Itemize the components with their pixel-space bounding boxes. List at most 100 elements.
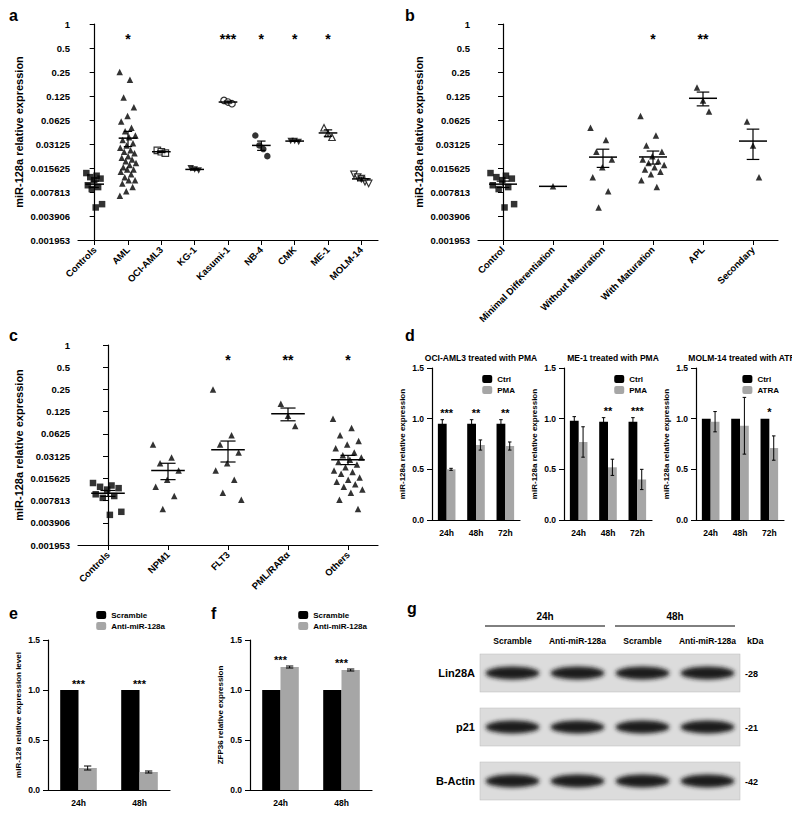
svg-text:0.5: 0.5 bbox=[412, 464, 424, 474]
svg-text:ME-1 treated with PMA: ME-1 treated with PMA bbox=[567, 353, 659, 363]
svg-text:***: *** bbox=[72, 678, 86, 690]
svg-text:0.007813: 0.007813 bbox=[430, 187, 470, 198]
svg-text:1.0: 1.0 bbox=[230, 685, 242, 695]
svg-text:Scramble: Scramble bbox=[111, 611, 148, 620]
svg-text:1.5: 1.5 bbox=[230, 635, 242, 645]
svg-text:1: 1 bbox=[65, 19, 71, 30]
svg-text:NPM1: NPM1 bbox=[145, 549, 172, 576]
svg-text:0.001953: 0.001953 bbox=[430, 235, 470, 246]
svg-text:OCI-AML3 treated with PMA: OCI-AML3 treated with PMA bbox=[425, 353, 537, 363]
svg-text:1: 1 bbox=[65, 340, 71, 351]
svg-text:*: * bbox=[345, 352, 351, 368]
svg-text:0.03125: 0.03125 bbox=[36, 451, 71, 462]
svg-text:0.015625: 0.015625 bbox=[30, 163, 70, 174]
svg-text:0.5: 0.5 bbox=[57, 43, 71, 54]
svg-text:1: 1 bbox=[465, 19, 471, 30]
svg-text:0.0: 0.0 bbox=[676, 515, 688, 525]
svg-text:b: b bbox=[405, 7, 415, 24]
svg-text:0.007813: 0.007813 bbox=[30, 495, 70, 506]
svg-text:24h: 24h bbox=[536, 611, 553, 622]
svg-text:d: d bbox=[405, 327, 415, 344]
svg-text:**: ** bbox=[501, 407, 510, 419]
svg-text:MOLM-14: MOLM-14 bbox=[327, 244, 365, 282]
svg-text:-42: -42 bbox=[745, 777, 758, 787]
svg-text:0.03125: 0.03125 bbox=[36, 139, 71, 150]
svg-text:1.5: 1.5 bbox=[28, 635, 40, 645]
svg-text:0.0: 0.0 bbox=[230, 785, 242, 795]
svg-text:**: ** bbox=[472, 407, 481, 419]
svg-text:0.015625: 0.015625 bbox=[430, 163, 470, 174]
svg-text:miR-128a relative expression: miR-128a relative expression bbox=[13, 369, 25, 521]
svg-text:c: c bbox=[9, 327, 18, 344]
svg-text:-21: -21 bbox=[745, 723, 758, 733]
svg-text:24h: 24h bbox=[273, 798, 288, 808]
svg-text:0.5: 0.5 bbox=[457, 43, 471, 54]
svg-text:24h: 24h bbox=[71, 798, 86, 808]
svg-text:0.125: 0.125 bbox=[46, 406, 70, 417]
svg-text:***: *** bbox=[220, 31, 237, 47]
svg-text:1.0: 1.0 bbox=[676, 414, 688, 424]
svg-text:1.5: 1.5 bbox=[412, 363, 424, 373]
svg-text:0.25: 0.25 bbox=[52, 67, 71, 78]
svg-text:OCI-AML3: OCI-AML3 bbox=[125, 244, 165, 284]
svg-text:0.03125: 0.03125 bbox=[436, 139, 471, 150]
svg-text:NB-4: NB-4 bbox=[242, 244, 266, 268]
svg-text:Anti-miR-128a: Anti-miR-128a bbox=[313, 622, 367, 631]
svg-text:0.015625: 0.015625 bbox=[30, 473, 70, 484]
svg-text:miR-128a relative expression: miR-128a relative expression bbox=[530, 389, 539, 499]
svg-text:Anti-miR-128a: Anti-miR-128a bbox=[679, 636, 736, 646]
svg-text:24h: 24h bbox=[439, 528, 454, 538]
svg-text:72h: 72h bbox=[630, 528, 645, 538]
svg-text:0.001953: 0.001953 bbox=[30, 235, 70, 246]
svg-text:0.0625: 0.0625 bbox=[41, 115, 71, 126]
svg-text:PML/RARα: PML/RARα bbox=[249, 549, 292, 592]
svg-text:f: f bbox=[211, 605, 217, 622]
svg-text:FLT3: FLT3 bbox=[209, 549, 232, 572]
svg-text:48h: 48h bbox=[733, 528, 748, 538]
svg-text:Ctrl: Ctrl bbox=[757, 375, 771, 384]
svg-text:1.0: 1.0 bbox=[544, 414, 556, 424]
svg-text:-28: -28 bbox=[745, 669, 758, 679]
svg-text:miR-128a relative expression: miR-128a relative expression bbox=[398, 389, 407, 499]
svg-text:*: * bbox=[325, 31, 331, 47]
svg-text:kDa: kDa bbox=[747, 636, 765, 646]
svg-text:p21: p21 bbox=[456, 721, 475, 733]
svg-text:Controls: Controls bbox=[63, 244, 98, 279]
svg-text:Kasumi-1: Kasumi-1 bbox=[194, 244, 232, 282]
svg-text:***: *** bbox=[335, 657, 349, 669]
svg-text:e: e bbox=[9, 605, 18, 622]
svg-text:Ctrl: Ctrl bbox=[497, 375, 511, 384]
svg-text:**: ** bbox=[283, 352, 294, 368]
svg-text:Controls: Controls bbox=[77, 549, 112, 584]
svg-text:Without Maturation: Without Maturation bbox=[538, 244, 607, 313]
svg-text:AML: AML bbox=[110, 244, 132, 266]
svg-text:*: * bbox=[225, 352, 231, 368]
svg-text:0.0: 0.0 bbox=[28, 785, 40, 795]
svg-text:With Maturation: With Maturation bbox=[598, 244, 657, 303]
svg-text:***: *** bbox=[440, 407, 454, 419]
svg-text:***: *** bbox=[274, 654, 288, 666]
svg-text:Anti-miR-128a: Anti-miR-128a bbox=[111, 622, 165, 631]
svg-text:1.0: 1.0 bbox=[412, 414, 424, 424]
svg-text:a: a bbox=[9, 7, 18, 24]
svg-text:**: ** bbox=[604, 405, 613, 417]
svg-text:Scramble: Scramble bbox=[493, 636, 532, 646]
svg-text:1.5: 1.5 bbox=[544, 363, 556, 373]
svg-text:0.5: 0.5 bbox=[57, 362, 71, 373]
svg-text:0.003906: 0.003906 bbox=[430, 211, 470, 222]
svg-text:ZFP36 relative expression: ZFP36 relative expression bbox=[216, 666, 225, 765]
svg-text:Ctrl: Ctrl bbox=[629, 375, 643, 384]
svg-text:0.0625: 0.0625 bbox=[441, 115, 471, 126]
svg-text:Lin28A: Lin28A bbox=[438, 667, 475, 679]
svg-text:miR-128 relative expression le: miR-128 relative expression level bbox=[14, 652, 23, 778]
svg-text:ME-1: ME-1 bbox=[308, 244, 332, 268]
svg-text:CMK: CMK bbox=[275, 244, 298, 267]
svg-text:PMA: PMA bbox=[629, 386, 647, 395]
svg-text:APL: APL bbox=[686, 244, 707, 265]
svg-text:0.0: 0.0 bbox=[412, 515, 424, 525]
svg-text:miR-128a relative expression: miR-128a relative expression bbox=[413, 56, 425, 208]
svg-text:48h: 48h bbox=[132, 798, 147, 808]
svg-text:72h: 72h bbox=[762, 528, 777, 538]
svg-text:MOLM-14 treated with ATRA: MOLM-14 treated with ATRA bbox=[688, 353, 792, 363]
svg-text:***: *** bbox=[631, 405, 645, 417]
